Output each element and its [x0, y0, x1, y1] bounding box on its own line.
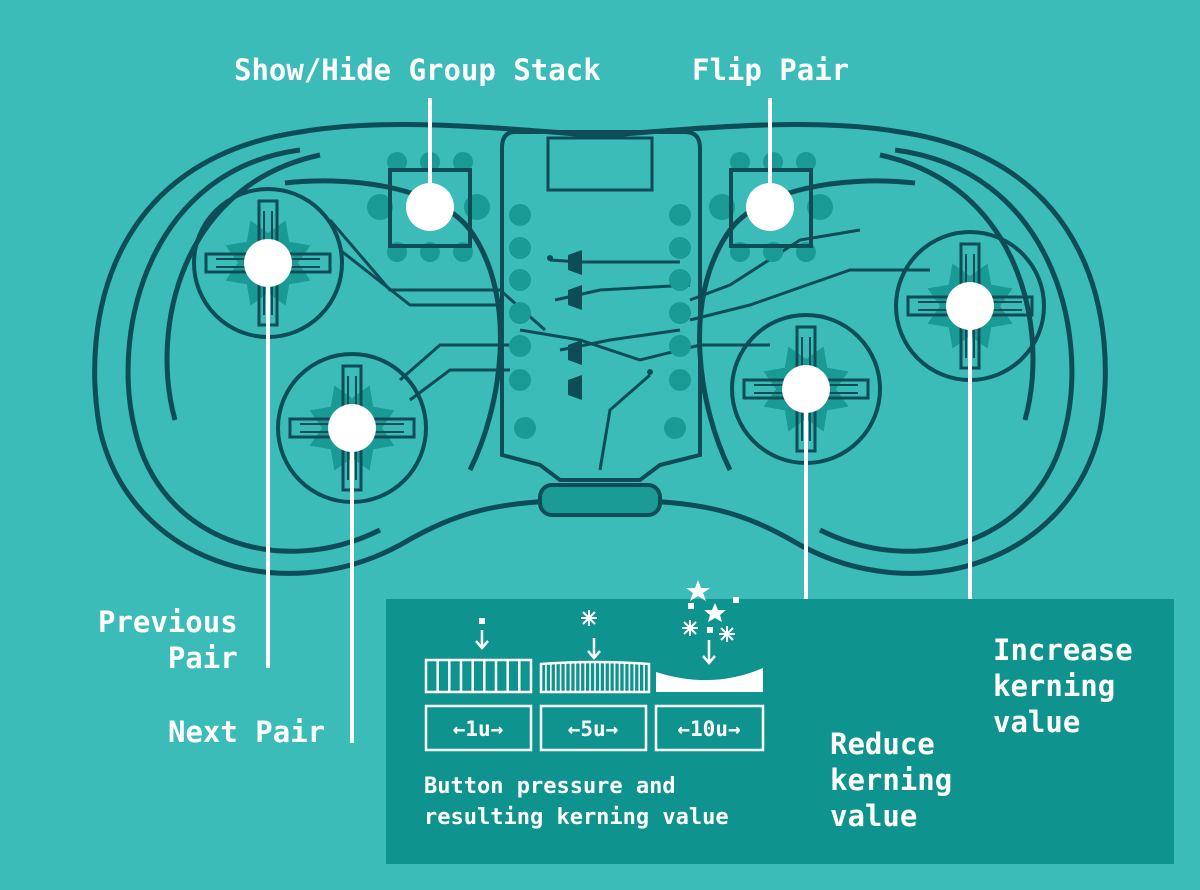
previous-pair-button[interactable]: [244, 239, 292, 287]
scale-10u-label: ←10u→: [677, 717, 740, 741]
scale-1u-label: ←1u→: [453, 717, 504, 741]
legend-panel: [386, 599, 1174, 864]
top-right-button-housing: [709, 152, 833, 262]
circuit-traces: [328, 219, 930, 471]
pressure-legend: [424, 610, 765, 752]
scale-5u-label: ←5u→: [568, 717, 619, 741]
flip-pair-label: Flip Pair: [692, 53, 850, 87]
button-dots: [244, 183, 994, 452]
round-buttons: [192, 187, 1046, 504]
board-components: [547, 250, 653, 400]
board-pads: [509, 204, 691, 439]
next-pair-button[interactable]: [328, 404, 376, 452]
flip-pair-button[interactable]: [746, 183, 794, 231]
burst-asterisks-10u: [682, 620, 735, 642]
scale-5u-bars: [545, 663, 645, 692]
center-board: [500, 130, 702, 517]
increase-kerning-label: Increase kerning value: [993, 633, 1133, 739]
show-hide-button[interactable]: [406, 183, 454, 231]
increase-kerning-button[interactable]: [946, 282, 994, 330]
next-pair-label: Next Pair: [168, 715, 326, 749]
previous-pair-label: Previous Pair: [98, 605, 238, 675]
reduce-kerning-label: Reduce kerning value: [830, 727, 953, 833]
scale-1u-bars: [436, 660, 521, 692]
top-left-button-housing: [367, 152, 490, 262]
show-hide-label: Show/Hide Group Stack: [234, 53, 601, 87]
asterisk-icon-5u: [581, 610, 597, 626]
legend-caption: Button pressure and resulting kerning va…: [424, 774, 729, 830]
burst-icon-10u: [686, 580, 739, 633]
reduce-kerning-button[interactable]: [782, 365, 830, 413]
